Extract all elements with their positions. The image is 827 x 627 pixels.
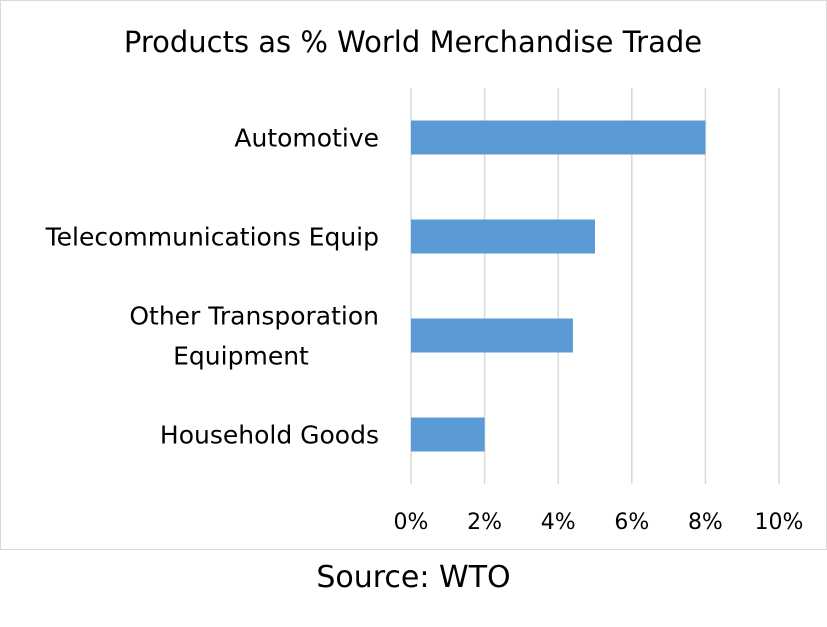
bars — [411, 120, 706, 452]
x-tick-label: 8% — [688, 510, 723, 535]
bar — [411, 318, 573, 353]
bar-chart: Products as % World Merchandise Trade Au… — [45, 25, 804, 535]
x-tick-label: 6% — [614, 510, 649, 535]
x-tick-label: 10% — [755, 510, 804, 535]
x-tick-label: 4% — [541, 510, 576, 535]
chart-title: Products as % World Merchandise Trade — [124, 25, 702, 59]
chart-frame — [0, 0, 827, 550]
source-caption: Source: WTO — [316, 560, 511, 595]
category-label: Other Transporation — [129, 302, 379, 331]
category-label: Equipment — [173, 342, 309, 371]
bar — [411, 120, 706, 155]
category-label: Household Goods — [160, 421, 379, 450]
bar — [411, 417, 485, 452]
category-label: Automotive — [234, 124, 379, 153]
bar — [411, 219, 595, 254]
category-label: Telecommunications Equip — [45, 223, 379, 252]
x-axis-tick-labels: 0% 2% 4% 6% 8% 10% — [394, 510, 804, 535]
x-tick-label: 0% — [394, 510, 429, 535]
category-labels: Automotive Telecommunications Equip Other … — [45, 124, 379, 450]
x-tick-label: 2% — [467, 510, 502, 535]
